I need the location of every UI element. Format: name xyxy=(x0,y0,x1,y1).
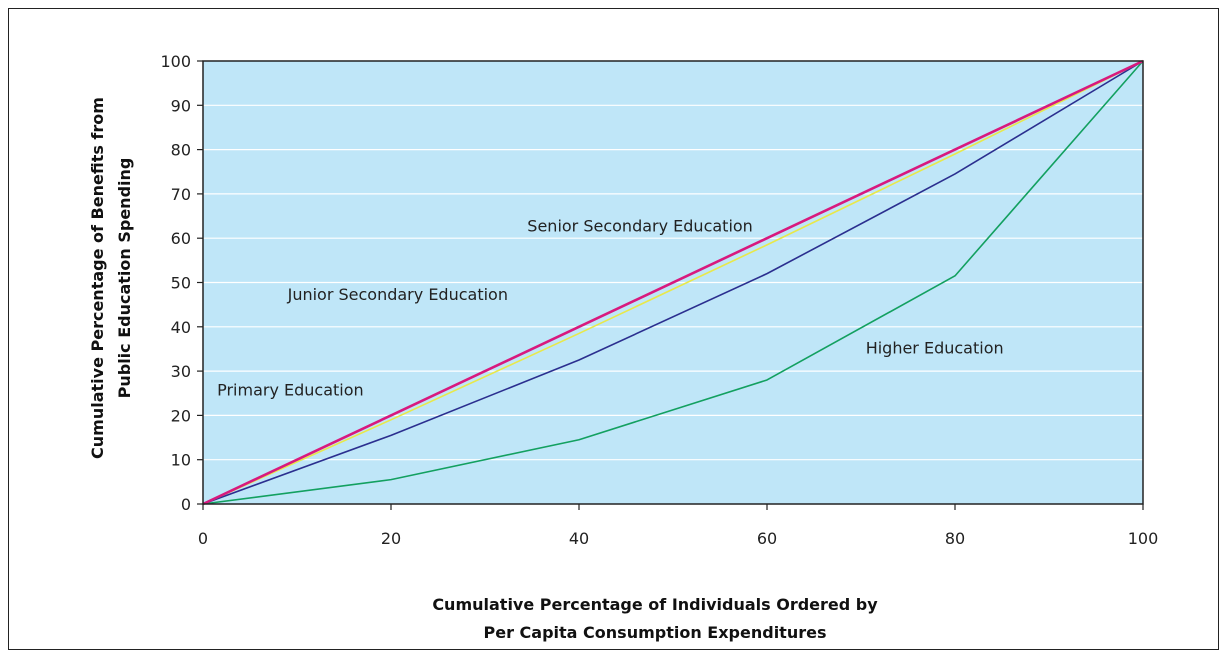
x-tick-label-20: 20 xyxy=(381,529,401,548)
y-axis-title-line-1: Cumulative Percentage of Benefits from xyxy=(88,97,107,459)
x-tick-label-80: 80 xyxy=(945,529,965,548)
series-line-primary-education xyxy=(202,59,1144,506)
x-axis-ticks: 0 20 40 60 80 100 xyxy=(198,504,1158,548)
y-tick-label-90: 90 xyxy=(171,96,191,115)
annotation-primary-education: Primary Education xyxy=(217,380,364,399)
x-tick-label-0: 0 xyxy=(198,529,208,548)
grid-lines xyxy=(203,104,1143,461)
y-axis-title-line-2: Public Education Spending xyxy=(115,158,134,399)
y-tick-label-80: 80 xyxy=(171,141,191,160)
annotation-senior-secondary-education: Senior Secondary Education xyxy=(527,217,753,236)
annotation-junior-secondary-education: Junior Secondary Education xyxy=(287,285,508,304)
x-tick-label-100: 100 xyxy=(1128,529,1159,548)
x-axis-title-line-1: Cumulative Percentage of Individuals Ord… xyxy=(432,595,878,614)
y-tick-label-50: 50 xyxy=(171,274,191,293)
y-axis-ticks: 0 10 20 30 40 50 60 70 80 90 100 xyxy=(160,52,203,514)
y-tick-label-0: 0 xyxy=(181,495,191,514)
y-tick-label-20: 20 xyxy=(171,406,191,425)
y-tick-label-100: 100 xyxy=(160,52,191,71)
y-tick-label-60: 60 xyxy=(171,229,191,248)
x-axis-title-line-2: Per Capita Consumption Expenditures xyxy=(484,623,827,642)
line-annotations: Senior Secondary Education Junior Seconda… xyxy=(217,217,1004,400)
annotation-higher-education: Higher Education xyxy=(866,338,1004,357)
x-tick-label-60: 60 xyxy=(757,529,777,548)
series-line-junior-secondary-education xyxy=(202,60,1144,505)
x-tick-label-40: 40 xyxy=(569,529,589,548)
series-line-higher-education xyxy=(202,60,1144,505)
y-tick-label-30: 30 xyxy=(171,362,191,381)
y-tick-label-10: 10 xyxy=(171,451,191,470)
y-tick-label-70: 70 xyxy=(171,185,191,204)
series-lines xyxy=(202,59,1144,506)
y-tick-label-40: 40 xyxy=(171,318,191,337)
series-line-senior-secondary-education xyxy=(202,60,1144,505)
